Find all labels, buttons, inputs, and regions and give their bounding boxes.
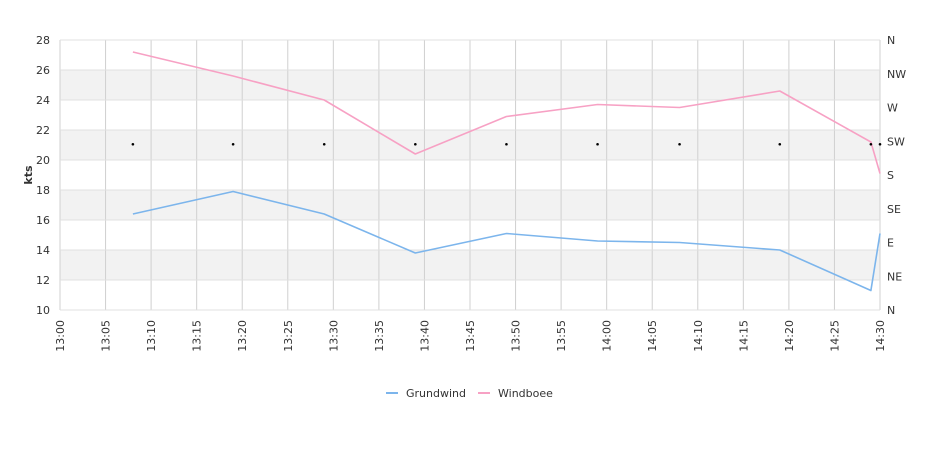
legend-label: Grundwind (406, 387, 466, 400)
legend: Grundwind Windboee (386, 387, 553, 400)
x-tick-label: 13:15 (191, 320, 204, 352)
direction-marker (678, 142, 681, 146)
x-tick-label: 13:05 (100, 320, 113, 352)
direction-axis-tick-labels: N NE E SE S SW W NW N (887, 34, 906, 317)
x-tick-label: 13:10 (145, 320, 158, 352)
x-tick-label: 13:40 (418, 320, 431, 352)
x-tick-label: 13:25 (282, 320, 295, 352)
y-tick-label: 10 (36, 304, 50, 317)
direction-markers (131, 142, 882, 146)
direction-marker (778, 142, 782, 146)
x-tick-label: 13:20 (236, 320, 249, 352)
y-axis-tick-labels: 10 12 14 16 18 20 22 24 26 28 (36, 34, 50, 317)
direction-tick-label: S (887, 169, 894, 182)
y-tick-label: 12 (36, 274, 50, 287)
x-tick-label: 14:15 (737, 320, 750, 352)
series-line-windboee (132, 51, 881, 174)
direction-marker (596, 142, 599, 146)
y-tick-label: 24 (36, 94, 50, 107)
x-tick-label: 13:50 (510, 320, 523, 352)
x-tick-label: 13:45 (464, 320, 477, 352)
y-tick-label: 22 (36, 124, 50, 137)
x-axis-tick-labels: 13:00 13:05 13:10 13:15 13:20 13:25 13:30 13:35… (54, 320, 887, 352)
direction-tick-label: SW (887, 135, 905, 148)
x-tick-label: 14:10 (692, 320, 705, 352)
legend-label: Windboee (498, 387, 553, 400)
direction-tick-label: NW (887, 68, 906, 81)
series-lines (132, 51, 881, 292)
x-tick-label: 14:00 (601, 320, 614, 352)
horizontal-gridlines (60, 39, 880, 311)
y-tick-label: 26 (36, 64, 50, 77)
y-axis-title: kts (22, 165, 35, 185)
x-tick-label: 14:20 (783, 320, 796, 352)
direction-marker (322, 142, 326, 146)
direction-marker (414, 142, 417, 146)
direction-tick-label: W (887, 102, 898, 115)
y-tick-label: 18 (36, 184, 50, 197)
x-tick-label: 14:30 (874, 320, 887, 352)
direction-tick-label: E (887, 237, 894, 250)
y-tick-label: 16 (36, 214, 50, 227)
y-tick-label: 28 (36, 34, 50, 47)
direction-marker (878, 142, 882, 146)
direction-marker (131, 142, 135, 146)
x-tick-label: 14:25 (828, 320, 841, 352)
direction-tick-label: NE (887, 270, 902, 283)
vertical-gridlines (59, 40, 881, 310)
x-tick-label: 13:35 (373, 320, 386, 352)
y-tick-label: 14 (36, 244, 50, 257)
direction-marker (231, 142, 235, 146)
direction-tick-label: N (887, 34, 895, 47)
x-tick-label: 14:05 (646, 320, 659, 352)
x-tick-label: 13:30 (327, 320, 340, 352)
x-tick-label: 13:00 (54, 320, 67, 352)
y-tick-label: 20 (36, 154, 50, 167)
x-tick-label: 13:55 (555, 320, 568, 352)
direction-marker (869, 142, 873, 146)
series-line-grundwind (132, 190, 881, 292)
direction-tick-label: SE (887, 203, 901, 216)
direction-tick-label: N (887, 304, 895, 317)
direction-marker (505, 142, 508, 146)
